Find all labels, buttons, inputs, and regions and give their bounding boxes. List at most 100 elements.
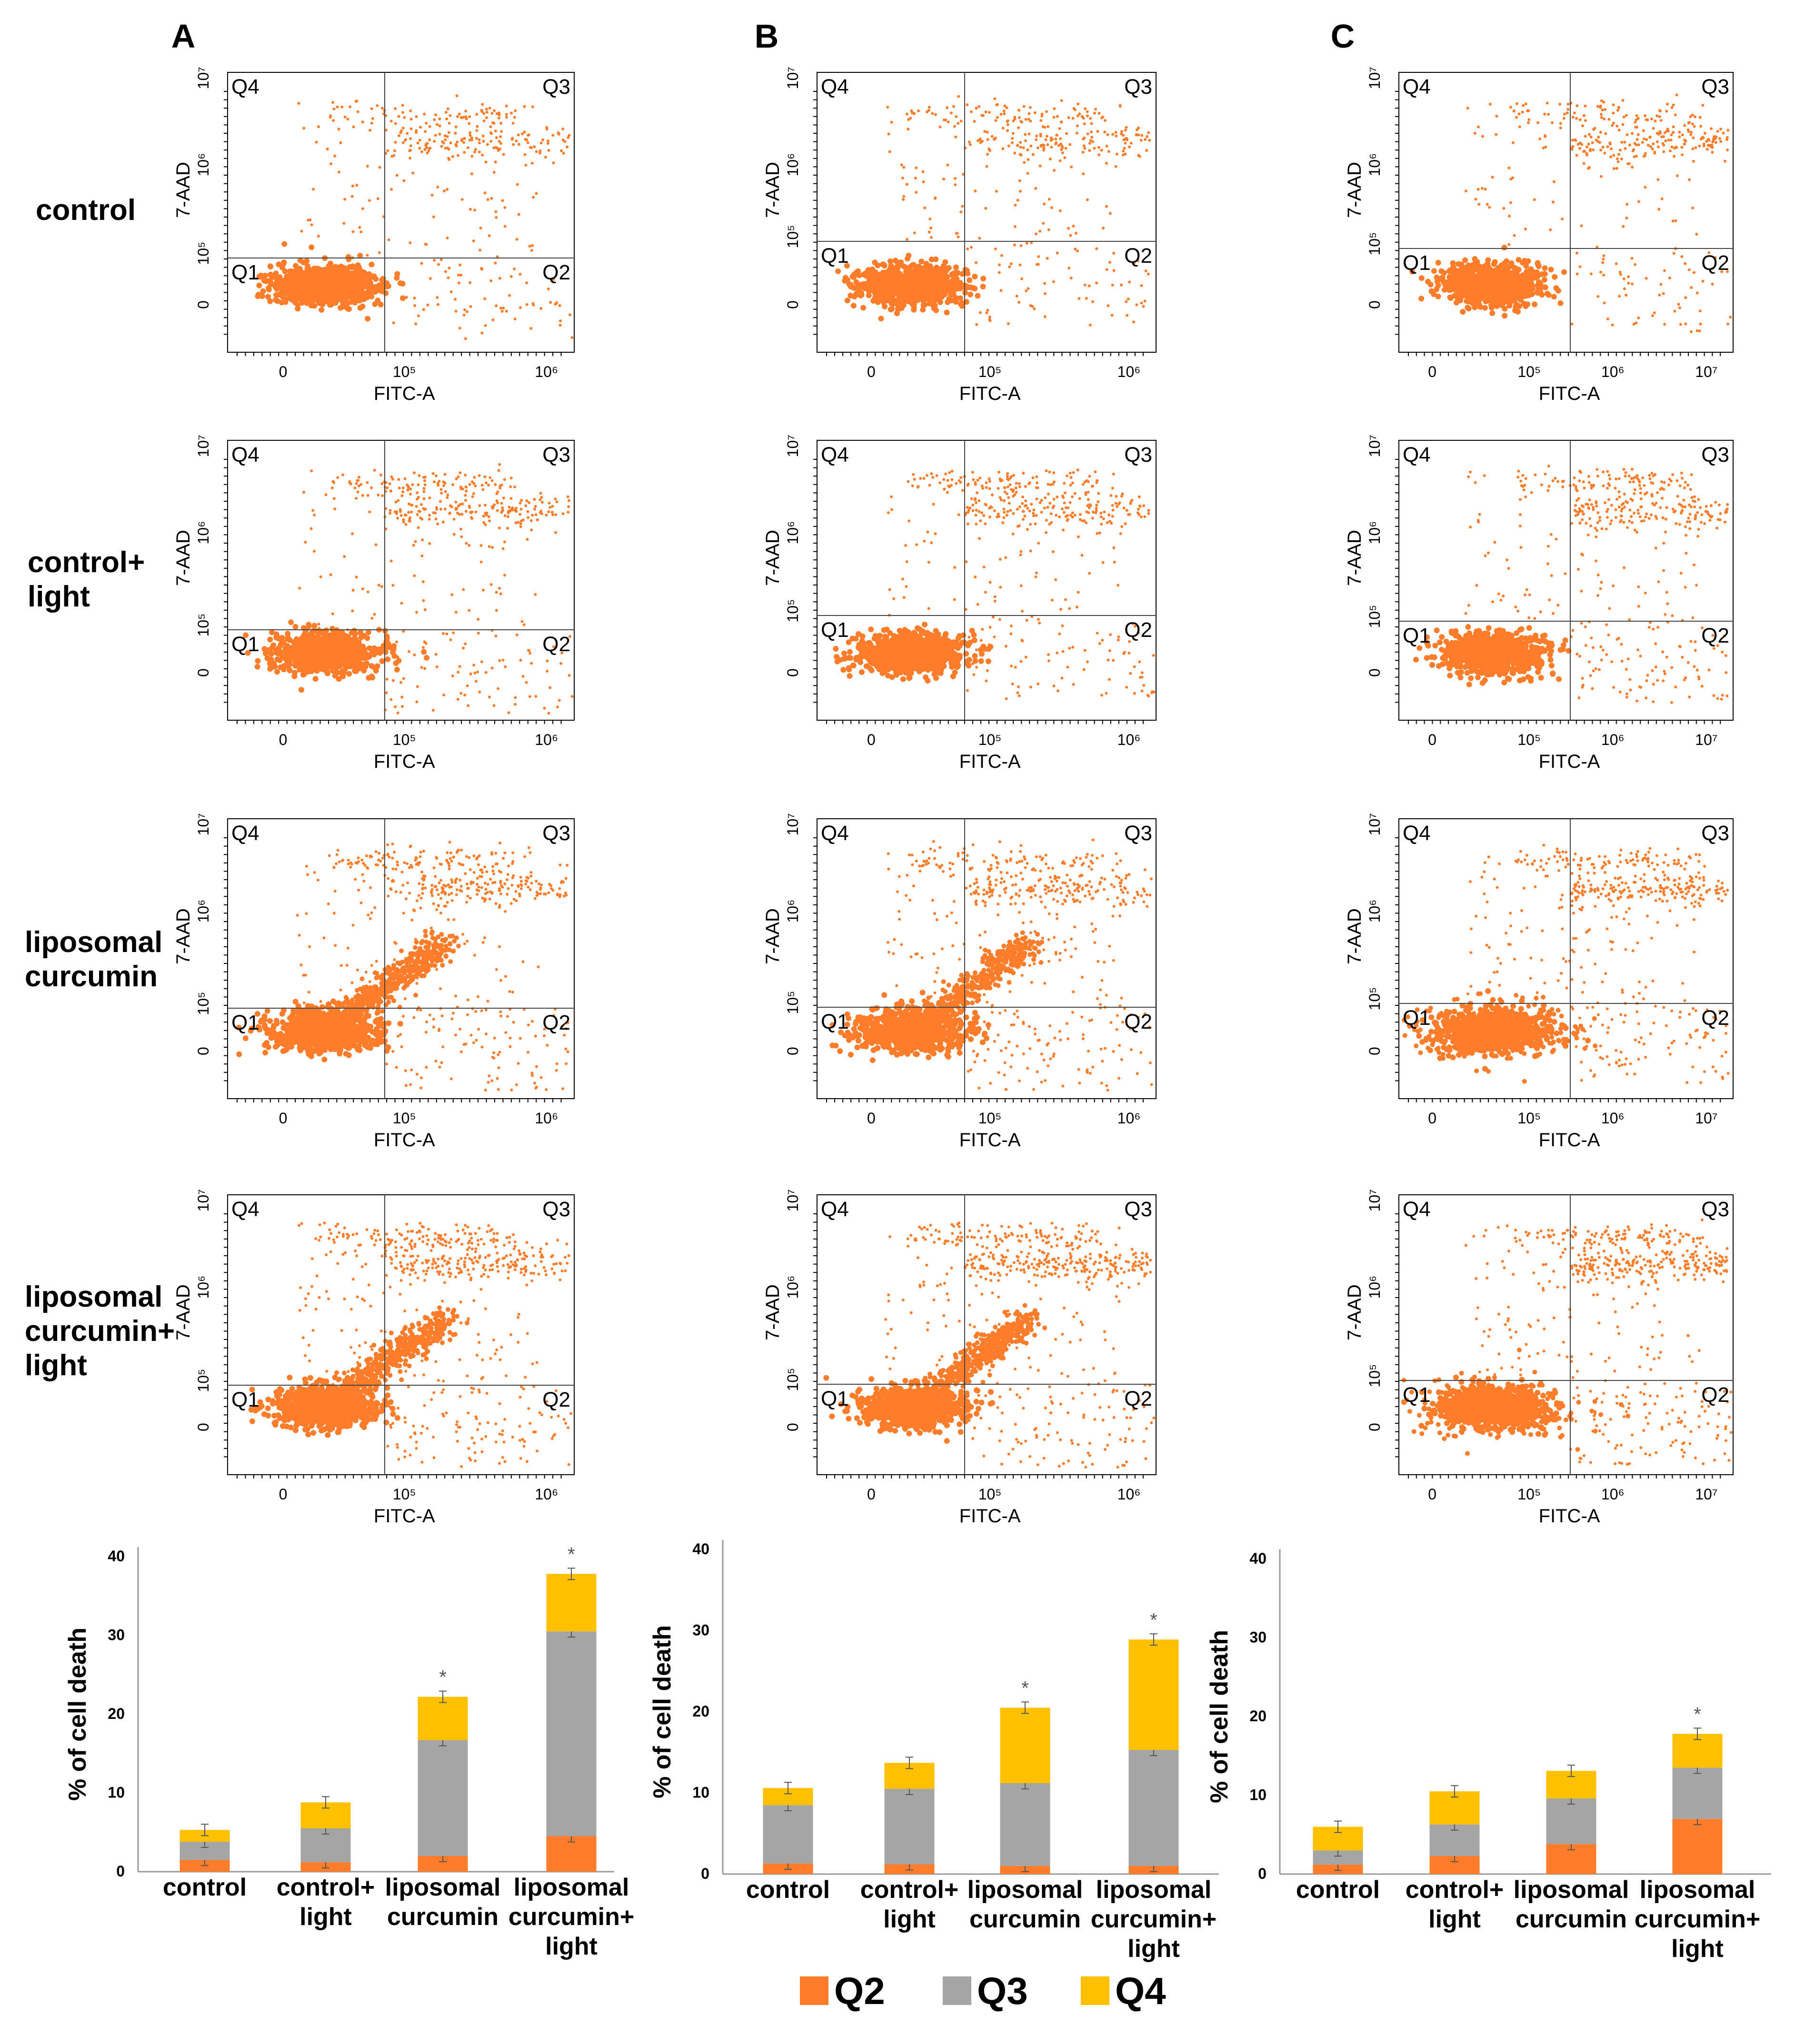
event-dot bbox=[491, 546, 494, 549]
event-dot bbox=[490, 197, 493, 200]
event-dot bbox=[389, 887, 392, 890]
event-dot bbox=[385, 656, 391, 662]
event-dot bbox=[389, 509, 392, 512]
event-dot bbox=[337, 170, 340, 174]
event-dot bbox=[503, 478, 506, 481]
event-dot bbox=[535, 1085, 538, 1089]
event-dot bbox=[470, 516, 473, 519]
event-dot bbox=[338, 860, 341, 863]
event-dot bbox=[342, 633, 348, 639]
event-dot bbox=[400, 295, 406, 301]
event-dot bbox=[418, 474, 421, 477]
event-dot bbox=[428, 147, 431, 150]
event-dot bbox=[525, 303, 529, 306]
event-dot bbox=[378, 852, 380, 855]
event-dot bbox=[417, 526, 420, 529]
event-dot bbox=[362, 664, 369, 670]
event-dot bbox=[448, 959, 453, 964]
event-dot bbox=[339, 964, 343, 967]
event-dot bbox=[455, 507, 459, 510]
event-dot bbox=[365, 987, 370, 992]
event-dot bbox=[347, 859, 350, 862]
event-dot bbox=[347, 647, 353, 653]
event-dot bbox=[566, 1050, 569, 1053]
event-dot bbox=[548, 501, 551, 505]
event-dot bbox=[468, 122, 471, 125]
event-dot bbox=[280, 260, 287, 267]
event-dot bbox=[459, 879, 462, 882]
event-dot bbox=[480, 268, 484, 271]
event-dot bbox=[431, 472, 435, 475]
event-dot bbox=[404, 513, 407, 516]
event-dot bbox=[424, 642, 428, 645]
event-dot bbox=[482, 119, 486, 122]
event-dot bbox=[534, 505, 537, 508]
event-dot bbox=[422, 497, 426, 500]
y-axis-label: 7-AAD bbox=[173, 162, 194, 218]
event-dot bbox=[295, 293, 301, 299]
event-dot bbox=[334, 1032, 339, 1038]
event-dot bbox=[401, 705, 404, 708]
event-dot bbox=[316, 1051, 322, 1057]
event-dot bbox=[366, 494, 369, 497]
event-dot bbox=[512, 143, 515, 146]
event-dot bbox=[420, 150, 423, 153]
event-dot bbox=[374, 975, 379, 981]
event-dot bbox=[487, 484, 490, 487]
event-dot bbox=[299, 687, 304, 693]
event-dot bbox=[315, 1034, 321, 1040]
event-dot bbox=[499, 979, 502, 982]
event-dot bbox=[452, 918, 456, 921]
plot-frame bbox=[227, 440, 575, 721]
event-dot bbox=[423, 929, 428, 934]
event-dot bbox=[430, 956, 435, 961]
event-dot bbox=[442, 480, 445, 484]
event-dot bbox=[474, 484, 477, 487]
event-dot bbox=[503, 882, 507, 885]
event-dot bbox=[331, 612, 334, 615]
event-dot bbox=[529, 851, 532, 854]
quadrant-label-q3: Q3 bbox=[542, 822, 570, 845]
event-dot bbox=[486, 198, 489, 201]
event-dot bbox=[305, 1048, 311, 1054]
event-dot bbox=[339, 141, 342, 144]
event-dot bbox=[313, 550, 316, 553]
event-dot bbox=[368, 199, 371, 202]
event-dot bbox=[369, 854, 372, 858]
event-dot bbox=[443, 507, 447, 511]
event-dot bbox=[478, 150, 481, 154]
event-dot bbox=[387, 894, 390, 898]
event-dot bbox=[497, 1088, 500, 1091]
event-dot bbox=[368, 510, 371, 514]
event-dot bbox=[469, 868, 472, 871]
event-dot bbox=[455, 477, 458, 480]
event-dot bbox=[349, 284, 355, 290]
event-dot bbox=[366, 590, 369, 594]
event-dot bbox=[469, 1033, 473, 1037]
event-dot bbox=[409, 845, 412, 848]
event-dot bbox=[495, 136, 498, 139]
event-dot bbox=[436, 482, 439, 485]
event-dot bbox=[327, 662, 333, 668]
event-dot bbox=[491, 865, 495, 868]
event-dot bbox=[507, 864, 510, 868]
event-dot bbox=[295, 1025, 301, 1032]
event-dot bbox=[374, 971, 379, 976]
event-dot bbox=[354, 644, 360, 650]
event-dot bbox=[450, 933, 455, 939]
event-dot bbox=[393, 851, 396, 854]
event-dot bbox=[346, 306, 352, 312]
event-dot bbox=[546, 670, 549, 673]
event-dot bbox=[404, 523, 408, 526]
event-dot bbox=[535, 192, 538, 195]
event-dot bbox=[389, 559, 393, 563]
event-dot bbox=[367, 272, 373, 278]
event-dot bbox=[470, 155, 474, 158]
x-axis-label: FITC-A bbox=[374, 383, 435, 404]
event-dot bbox=[531, 1020, 534, 1023]
event-dot bbox=[464, 115, 468, 119]
event-dot bbox=[386, 1000, 391, 1005]
event-dot bbox=[570, 336, 574, 339]
event-dot bbox=[499, 1014, 503, 1018]
event-dot bbox=[497, 149, 500, 152]
